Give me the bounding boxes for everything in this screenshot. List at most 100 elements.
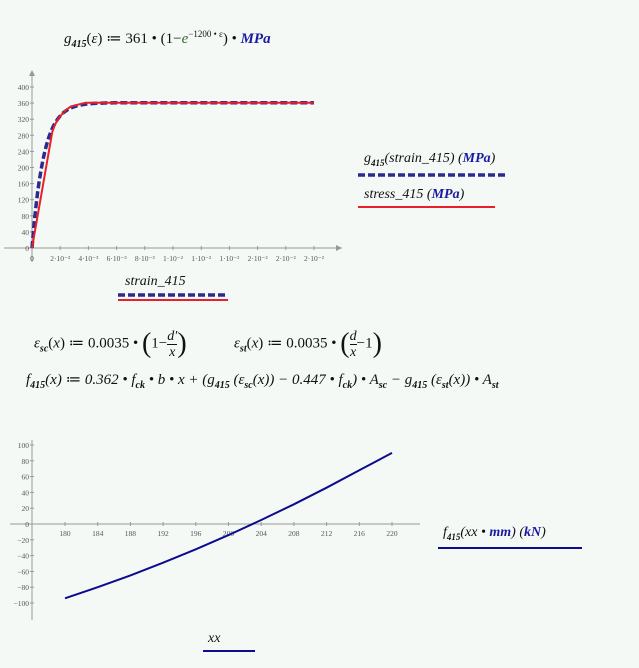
legend-series-f415[interactable]: f415(xx • mm) (kN) (443, 525, 546, 542)
numerator: d′ (167, 328, 178, 344)
x-tick-label: 1·10⁻² (219, 254, 240, 263)
x-tick-label: 220 (386, 529, 398, 538)
fn-sub: sc (39, 343, 49, 355)
legend-text: stress_415 (364, 187, 424, 202)
fn-name: ε (34, 335, 40, 352)
x-axis-label-1[interactable]: strain_415 (125, 274, 186, 289)
fn-sub: st (239, 343, 247, 355)
series-g415-line (30, 100, 314, 249)
y-tick-label: 200 (18, 164, 30, 173)
euler-e: e (181, 31, 189, 47)
y-tick-label: −40 (17, 552, 29, 561)
y-tick-label: −100 (14, 599, 30, 608)
g415-definition[interactable]: g415(ε) ≔ 361 • (1−e−1200 • ε) • MPa (64, 29, 271, 50)
legend-series-g415[interactable]: g415(strain_415) (MPa) (364, 151, 496, 168)
x-tick-label: 2·10⁻³ (50, 254, 71, 263)
legend-text: g (364, 151, 371, 166)
y-tick-label: 360 (18, 99, 30, 108)
legend-mm: mm (489, 525, 512, 540)
y-tick-label: 240 (18, 147, 30, 156)
one: 1 (365, 335, 373, 352)
y-tick-label: 160 (18, 180, 30, 189)
x-tick-label: 184 (92, 529, 104, 538)
minus: − (173, 31, 182, 47)
coef: 0.0035 (87, 335, 130, 352)
y-tick-label: 60 (22, 473, 30, 482)
x-tick-label: 4·10⁻³ (78, 254, 99, 263)
y-tick-label: −80 (17, 583, 29, 592)
expr: (x)) − 0.447 • f (252, 372, 343, 388)
one: 1 (151, 335, 159, 352)
y-tick-label: 40 (22, 488, 30, 497)
y-tick-label: 0 (25, 244, 29, 253)
fn-name: g (64, 31, 72, 47)
sub: st (441, 380, 449, 391)
y-tick-label: 20 (22, 504, 30, 513)
unit: MPa (240, 31, 271, 47)
x-tick-label: 216 (354, 529, 366, 538)
expr: • b • x + (g (144, 372, 215, 388)
x-tick-label: 180 (59, 529, 71, 538)
x-tick-label: 200 (223, 529, 235, 538)
x-tick-label: 8·10⁻³ (135, 254, 156, 263)
legend-series-stress[interactable]: stress_415 (MPa) (364, 187, 465, 202)
coef: 0.0035 (286, 335, 328, 352)
fn-name: ε (234, 335, 240, 352)
f415-definition[interactable]: f415(x) ≔ 0.362 • fck • b • x + (g415 (ε… (26, 370, 499, 391)
arg: x (53, 335, 60, 352)
sub: ck (342, 380, 353, 391)
legend-unit: kN (524, 525, 542, 540)
x-tick-label: 204 (256, 529, 268, 538)
x-tick-label: 212 (321, 529, 333, 538)
y-tick-label: 0 (25, 520, 29, 529)
exponent: −1200 • ε (188, 29, 223, 39)
x-tick-label: 2·10⁻² (276, 254, 297, 263)
arg: x (251, 335, 259, 352)
x-tick-label: 2·10⁻² (304, 254, 325, 263)
y-axis-arrow (29, 70, 35, 76)
x-tick-label: 0 (30, 254, 34, 263)
expr: (x) ≔ 0.362 • f (45, 372, 136, 388)
denominator: x (349, 343, 357, 360)
sub: ck (135, 380, 145, 391)
series-f415-line (64, 452, 393, 600)
eps-sc-definition[interactable]: εsc(x) ≔ 0.0035 • (1− d′ x) (34, 328, 187, 360)
arg: ε (91, 31, 98, 47)
x-axis-arrow (336, 245, 342, 251)
expr: (ε (427, 372, 442, 388)
legend-arg: (xx • (460, 525, 490, 540)
expr: (x)) • A (448, 372, 492, 388)
y-tick-label: 280 (18, 131, 30, 140)
one: 1 (165, 31, 174, 47)
x-tick-label: 1·10⁻² (163, 254, 184, 263)
legend-unit: MPa (462, 151, 491, 166)
y-tick-label: −60 (17, 567, 29, 576)
x-tick-label: 188 (125, 529, 137, 538)
eps-st-definition[interactable]: εst(x) ≔ 0.0035 • (d x −1) (234, 328, 382, 360)
fraction: d′ x (167, 328, 178, 360)
fn-name: f (26, 372, 31, 388)
y-tick-label: 80 (22, 212, 30, 221)
sub: st (491, 380, 499, 391)
x-tick-label: 196 (190, 529, 202, 538)
sub: 415 (30, 380, 46, 391)
x-tick-label: 6·10⁻³ (107, 254, 128, 263)
sub: sc (244, 380, 253, 391)
x-tick-label: 208 (288, 529, 300, 538)
sub: 415 (412, 380, 428, 391)
y-tick-label: 100 (18, 441, 30, 450)
y-tick-label: 400 (18, 83, 30, 92)
x-axis-label-2[interactable]: xx (208, 631, 221, 646)
denominator: x (167, 343, 178, 360)
coef: 361 (125, 31, 148, 47)
legend-close: ) (511, 525, 516, 540)
legend-unit: MPa (431, 187, 460, 202)
legend-arg: (strain_415) (384, 151, 455, 166)
x-tick-label: 2·10⁻² (248, 254, 269, 263)
fn-sub: 415 (71, 39, 87, 50)
series-stress-line (31, 101, 314, 249)
expr: − g (387, 372, 413, 388)
